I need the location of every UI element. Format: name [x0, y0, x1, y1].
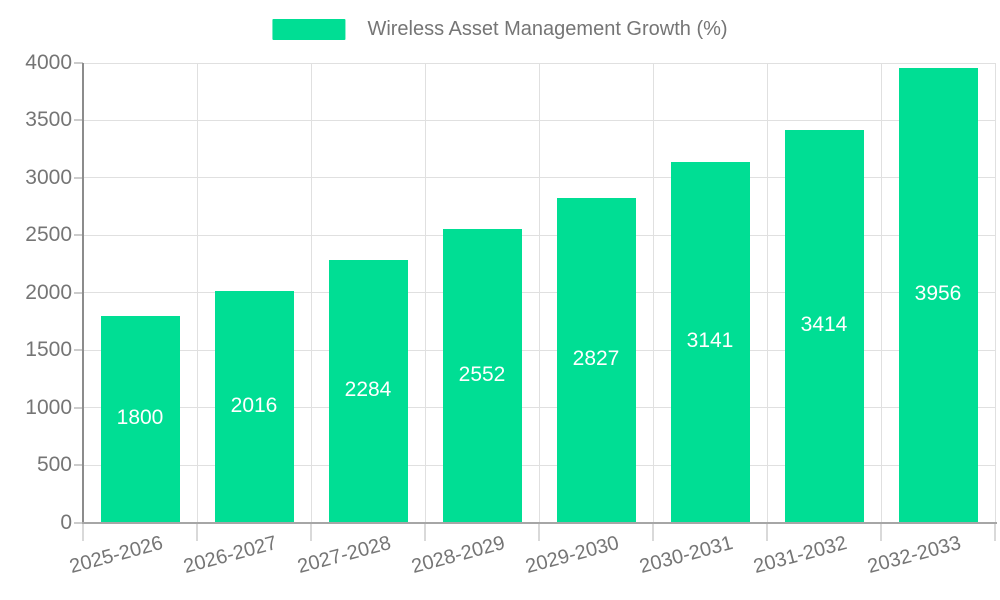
y-axis-tick [74, 464, 83, 467]
bar-value-label: 2016 [230, 393, 278, 417]
y-axis-tick-label: 2500 [25, 223, 72, 247]
y-axis-tick [74, 291, 83, 294]
x-axis-tick [538, 522, 540, 541]
bar-2030-2031[interactable] [670, 161, 750, 523]
bar-value-label: 3414 [800, 313, 848, 337]
legend-label: Wireless Asset Management Growth (%) [367, 18, 728, 40]
x-axis-tick [766, 522, 768, 541]
bar-value-label: 3956 [914, 282, 962, 306]
gridline-vertical [310, 63, 312, 523]
bar-2029-2030[interactable] [556, 197, 636, 523]
gridline-vertical [766, 63, 768, 523]
x-axis-tick [424, 522, 426, 541]
x-axis-tick [196, 522, 198, 541]
bar-value-label: 3141 [686, 329, 734, 353]
y-axis-tick-label: 3500 [25, 108, 72, 132]
y-axis-tick [74, 521, 83, 524]
y-axis-tick-label: 0 [60, 510, 72, 534]
y-axis-tick-label: 4000 [25, 51, 72, 74]
bar-value-label: 2284 [344, 378, 392, 402]
x-axis-tick [310, 522, 312, 541]
gridline-vertical [196, 63, 198, 523]
gridline-vertical [880, 63, 882, 523]
bar-2025-2026[interactable] [100, 315, 180, 523]
y-axis-tick [74, 176, 83, 179]
bar-2031-2032[interactable] [784, 130, 864, 523]
bar-value-label: 1800 [116, 406, 164, 430]
x-axis-tick [880, 522, 882, 541]
y-axis-tick [74, 406, 83, 409]
y-axis-line [82, 63, 84, 524]
bar-value-label: 2552 [458, 362, 506, 386]
bar-2027-2028[interactable] [328, 260, 408, 523]
x-axis-line [82, 521, 997, 524]
y-axis-tick-label: 500 [36, 453, 72, 477]
y-axis-tick-label: 1000 [25, 395, 72, 419]
bar-value-label: 2827 [572, 347, 620, 371]
y-axis-tick [74, 62, 83, 64]
y-axis-tick-label: 1500 [25, 338, 72, 362]
x-axis-tick [994, 522, 996, 541]
gridline-vertical [424, 63, 426, 523]
y-axis-tick-label: 3000 [25, 165, 72, 189]
legend-item[interactable]: Wireless Asset Management Growth (%) [272, 18, 728, 41]
y-axis-tick-label: 2000 [25, 280, 72, 304]
gridline-vertical [652, 63, 654, 523]
y-axis-tick [74, 349, 83, 352]
bar-2032-2033[interactable] [898, 68, 978, 523]
x-axis-tick [652, 522, 654, 541]
x-axis-tick [82, 522, 84, 541]
y-axis-tick [74, 119, 83, 122]
gridline-vertical [994, 63, 996, 523]
bar-2026-2027[interactable] [214, 290, 294, 523]
bar-2028-2029[interactable] [442, 229, 522, 523]
gridline-vertical [538, 63, 540, 523]
legend-swatch-icon [272, 19, 346, 40]
y-axis-tick [74, 234, 83, 237]
